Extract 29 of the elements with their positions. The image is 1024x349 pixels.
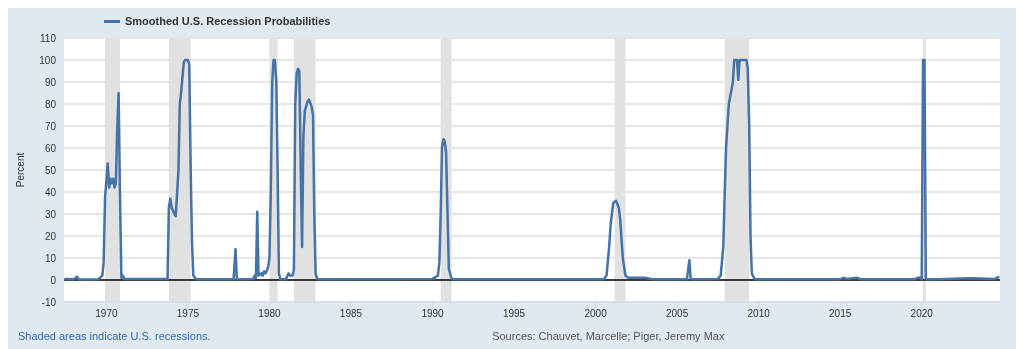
y-tick-label: 40: [44, 186, 57, 198]
legend-label: Smoothed U.S. Recession Probabilities: [125, 15, 331, 27]
y-tick-label: -10: [41, 296, 57, 308]
y-tick-label: 80: [44, 98, 57, 110]
x-tick-label: 1975: [176, 308, 200, 320]
y-tick-label: 10: [44, 252, 57, 264]
y-tick-label: 20: [44, 230, 57, 242]
y-tick-label: 60: [44, 142, 57, 154]
x-tick-label: 2000: [584, 308, 608, 320]
y-tick-label: 0: [50, 274, 57, 286]
line-series: [64, 58, 1000, 281]
x-tick-label: 1980: [258, 308, 282, 320]
text: Shaded areas indicate U.S. recessions.: [18, 330, 211, 342]
x-tick-label: 1970: [95, 308, 118, 320]
y-tick-label: 100: [39, 54, 57, 66]
y-tick-label: 110: [40, 32, 57, 44]
y-tick-label: 90: [44, 76, 57, 88]
x-tick-label: 1985: [339, 308, 363, 320]
y-tick-label: 70: [44, 120, 57, 132]
x-tick-label: 2005: [666, 308, 689, 320]
source-note: Sources: Chauvet, Marcelle; Piger, Jeremy Max: [492, 330, 725, 342]
y-tick-label: 30: [44, 208, 57, 220]
y-axis-title: Percent: [14, 152, 26, 188]
x-tick-label: 2020: [910, 308, 934, 320]
x-tick-label: 1990: [421, 308, 445, 320]
x-tick-label: 1995: [502, 308, 526, 320]
x-tick-label: 2015: [829, 308, 852, 320]
y-tick-label: 50: [44, 164, 57, 176]
x-tick-label: 2010: [747, 308, 771, 320]
